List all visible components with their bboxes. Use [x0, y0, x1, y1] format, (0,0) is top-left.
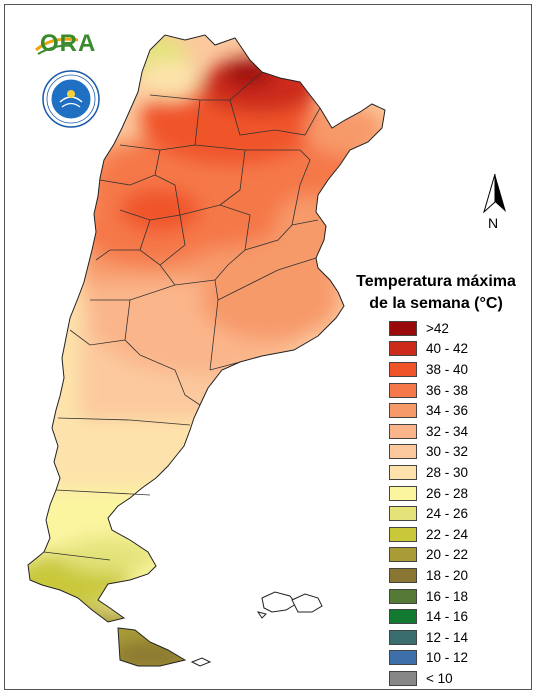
legend-label: 16 - 18: [426, 588, 469, 604]
legend-swatch: [389, 609, 417, 625]
legend-item: 36 - 38: [389, 380, 529, 401]
legend-label: 30 - 32: [426, 444, 469, 460]
legend-item: < 10: [389, 668, 529, 689]
province-borders: [43, 71, 321, 561]
meteorological-service-seal-icon: [42, 70, 100, 128]
legend-item: 12 - 14: [389, 627, 529, 648]
legend-swatch: [389, 506, 417, 522]
legend-label: 26 - 28: [426, 485, 469, 501]
legend-label: 18 - 20: [426, 567, 469, 583]
legend-label: 36 - 38: [426, 382, 469, 398]
legend-list: >42 40 - 42 38 - 40 36 - 38 34 - 36 32 - 34 30…: [389, 318, 529, 689]
legend-label: 40 - 42: [426, 341, 469, 357]
legend-item: 32 - 34: [389, 421, 529, 442]
legend-item: 18 - 20: [389, 565, 529, 586]
legend-label: 34 - 36: [426, 403, 469, 419]
legend-item: 40 - 42: [389, 339, 529, 360]
legend-item: 24 - 26: [389, 503, 529, 524]
legend-item: 34 - 36: [389, 400, 529, 421]
legend-swatch: [389, 547, 417, 563]
legend-label: 12 - 14: [426, 629, 469, 645]
legend-swatch: [389, 485, 417, 501]
legend-label: >42: [426, 320, 449, 336]
ora-logo-icon: [35, 37, 79, 55]
legend-title: Temperatura máxima de la semana (°C): [338, 271, 534, 315]
staten-island: [190, 657, 212, 667]
legend-swatch: [389, 403, 417, 419]
malvinas-islands: [256, 591, 323, 619]
legend-item: 22 - 24: [389, 524, 529, 545]
legend-swatch: [389, 588, 417, 604]
legend-swatch: [389, 361, 417, 377]
legend-item: 28 - 30: [389, 462, 529, 483]
legend-swatch: [389, 382, 417, 398]
legend-label: 32 - 34: [426, 423, 469, 439]
legend-title-line2: de la semana (°C): [369, 295, 503, 312]
north-arrow-icon: [483, 173, 506, 214]
legend-label: 38 - 40: [426, 361, 469, 377]
legend-swatch: [389, 341, 417, 357]
legend-item: 38 - 40: [389, 359, 529, 380]
legend-swatch: [389, 320, 417, 336]
legend-label: < 10: [426, 670, 453, 686]
legend-swatch: [389, 526, 417, 542]
north-label: N: [488, 215, 499, 231]
legend-item: >42: [389, 318, 529, 339]
country-outline: [27, 34, 386, 667]
map-frame: [4, 4, 532, 690]
legend-swatch: [389, 464, 417, 480]
legend-item: 26 - 28: [389, 483, 529, 504]
legend-label: 14 - 16: [426, 609, 469, 625]
legend-label: 24 - 26: [426, 506, 469, 522]
legend-item: 20 - 22: [389, 545, 529, 566]
legend-swatch: [389, 629, 417, 645]
legend-title-line1: Temperatura máxima: [356, 273, 516, 290]
legend-label: 10 - 12: [426, 650, 469, 666]
legend-swatch: [389, 670, 417, 686]
legend-item: 10 - 12: [389, 648, 529, 669]
legend-swatch: [389, 423, 417, 439]
legend-item: 30 - 32: [389, 442, 529, 463]
ora-logo-text: ORA: [40, 30, 97, 57]
legend-item: 16 - 18: [389, 586, 529, 607]
legend-label: 22 - 24: [426, 526, 469, 542]
legend-swatch: [389, 650, 417, 666]
legend-item: 14 - 16: [389, 606, 529, 627]
legend-swatch: [389, 567, 417, 583]
legend-label: 28 - 30: [426, 464, 469, 480]
legend-label: 20 - 22: [426, 547, 469, 563]
legend-swatch: [389, 444, 417, 460]
